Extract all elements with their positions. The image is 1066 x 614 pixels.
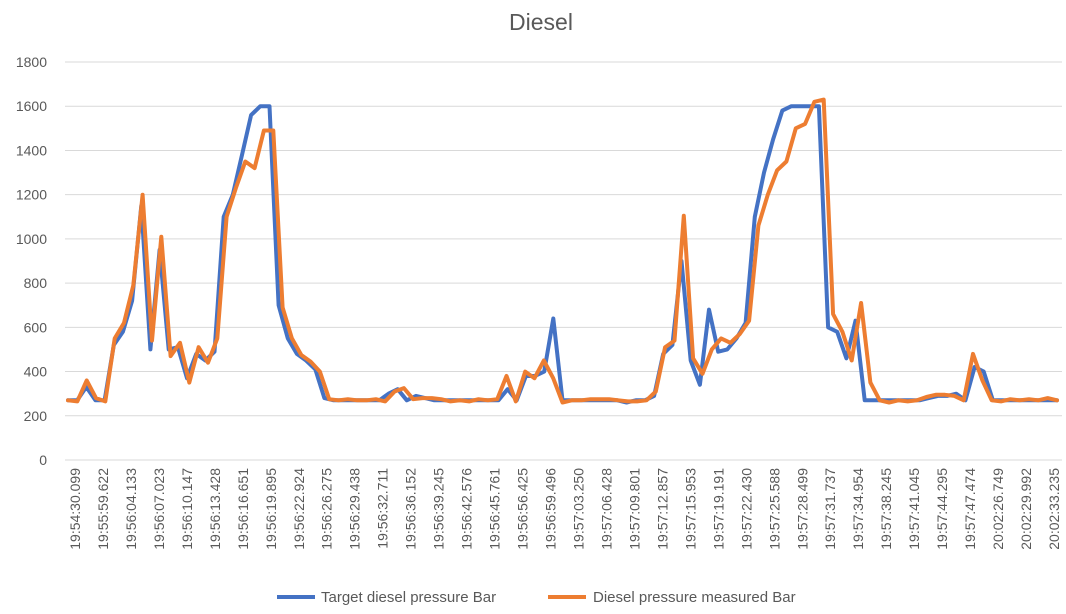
x-tick-label: 19:56:45.761 xyxy=(487,468,503,550)
x-tick-label: 19:56:32.711 xyxy=(375,468,391,549)
x-tick-label: 19:57:31.737 xyxy=(822,468,838,550)
x-tick-label: 19:56:26.275 xyxy=(319,468,335,550)
x-tick-label: 19:56:56.425 xyxy=(515,468,531,550)
y-tick-label: 800 xyxy=(24,275,48,291)
x-tick-label: 19:56:16.651 xyxy=(235,468,251,550)
x-tick-label: 19:56:13.428 xyxy=(207,468,223,550)
x-tick-label: 19:56:19.895 xyxy=(263,468,279,550)
y-tick-label: 1000 xyxy=(16,231,47,247)
x-tick-label: 19:56:36.152 xyxy=(403,468,419,550)
series-line-2 xyxy=(66,97,1059,405)
x-tick-label: 19:57:25.588 xyxy=(766,468,782,550)
x-tick-label: 20:02:26.749 xyxy=(990,468,1006,550)
x-tick-label: 19:56:10.147 xyxy=(179,468,195,550)
x-tick-label: 19:56:22.924 xyxy=(291,468,307,550)
x-tick-label: 19:57:28.499 xyxy=(794,468,810,550)
x-tick-label: 19:56:42.576 xyxy=(459,468,475,550)
x-tick-label: 19:57:19.191 xyxy=(710,468,726,550)
x-tick-label: 20:02:33.235 xyxy=(1046,468,1062,550)
x-tick-label: 19:57:15.953 xyxy=(682,468,698,550)
x-tick-label: 19:56:39.245 xyxy=(431,468,447,550)
y-tick-label: 1400 xyxy=(16,142,47,158)
legend-label: Target diesel pressure Bar xyxy=(321,589,496,606)
y-tick-label: 600 xyxy=(24,319,48,335)
x-tick-label: 19:56:04.133 xyxy=(123,468,139,550)
x-tick-label: 19:56:59.496 xyxy=(543,468,559,550)
x-tick-label: 19:57:03.250 xyxy=(570,468,586,550)
y-tick-label: 0 xyxy=(39,452,47,468)
x-tick-label: 19:57:47.474 xyxy=(962,468,978,550)
x-tick-label: 19:57:12.857 xyxy=(654,468,670,550)
x-axis-ticks: 19:54:30.099 19:55:59.622 19:56:04.133 19:5… xyxy=(67,468,1062,550)
y-tick-label: 1600 xyxy=(16,98,47,114)
series-lines xyxy=(66,97,1059,405)
legend-label: Diesel pressure measured Bar xyxy=(593,589,796,606)
x-tick-label: 19:57:34.954 xyxy=(850,468,866,550)
y-tick-label: 400 xyxy=(24,364,48,380)
x-tick-label: 20:02:29.992 xyxy=(1018,468,1034,550)
x-tick-label: 19:57:41.045 xyxy=(906,468,922,550)
chart-title: Diesel xyxy=(509,9,573,35)
y-tick-label: 200 xyxy=(24,408,48,424)
x-tick-label: 19:56:29.438 xyxy=(347,468,363,550)
x-tick-label: 19:55:59.622 xyxy=(95,468,111,550)
x-tick-label: 19:57:06.428 xyxy=(598,468,614,550)
x-tick-label: 19:57:22.430 xyxy=(738,468,754,550)
x-tick-label: 19:54:30.099 xyxy=(67,468,83,550)
x-tick-label: 19:57:38.245 xyxy=(878,468,894,550)
y-tick-label: 1800 xyxy=(16,54,47,70)
legend: Target diesel pressure Bar Diesel pressur… xyxy=(277,589,796,606)
y-axis-ticks: 0 200 400 600 800 1000 1200 1400 1600 1800 xyxy=(16,54,47,468)
x-tick-label: 19:57:44.295 xyxy=(934,468,950,550)
y-tick-label: 1200 xyxy=(16,187,47,203)
x-tick-label: 19:56:07.023 xyxy=(151,468,167,550)
x-tick-label: 19:57:09.801 xyxy=(626,468,642,550)
